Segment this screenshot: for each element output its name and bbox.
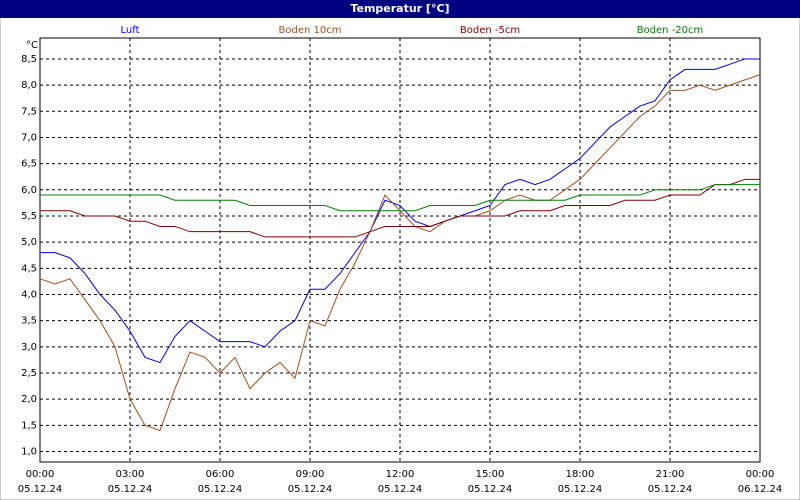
x-tick-date: 05.12.24 — [468, 484, 513, 495]
x-tick-date: 06.12.24 — [738, 484, 783, 495]
y-tick-label: 1,5 — [21, 420, 37, 431]
legend-entry: Boden -5cm — [460, 25, 520, 36]
x-tick-label: 06:00 — [206, 469, 235, 480]
y-tick-label: 3,0 — [21, 342, 37, 353]
y-tick-label: 1,0 — [21, 447, 37, 458]
y-tick-label: 8,5 — [21, 54, 37, 65]
x-tick-label: 12:00 — [386, 469, 415, 480]
x-tick-label: 09:00 — [296, 469, 325, 480]
x-tick-date: 05.12.24 — [558, 484, 603, 495]
x-tick-label: 03:00 — [116, 469, 145, 480]
y-tick-label: 2,5 — [21, 368, 37, 379]
x-tick-date: 05.12.24 — [288, 484, 333, 495]
y-tick-label: 3,5 — [21, 316, 37, 327]
y-tick-label: 5,0 — [21, 237, 37, 248]
x-tick-label: 00:00 — [746, 469, 775, 480]
x-tick-label: 15:00 — [476, 469, 505, 480]
y-tick-label: 6,0 — [21, 185, 37, 196]
x-tick-date: 05.12.24 — [198, 484, 243, 495]
y-axis-label: °C — [26, 40, 38, 51]
y-tick-label: 7,0 — [21, 132, 37, 143]
x-tick-date: 05.12.24 — [18, 484, 63, 495]
legend-entry: Luft — [121, 25, 140, 36]
series-line — [40, 58, 760, 364]
x-tick-label: 21:00 — [656, 469, 685, 480]
x-tick-date: 05.12.24 — [378, 484, 423, 495]
legend-entry: Boden 10cm — [279, 25, 342, 36]
chart-title: Temperatur [°C] — [350, 2, 449, 15]
series-line — [40, 178, 760, 238]
x-tick-label: 18:00 — [566, 469, 595, 480]
title-bar — [0, 0, 800, 18]
y-tick-label: 2,0 — [21, 394, 37, 405]
x-tick-date: 05.12.24 — [648, 484, 693, 495]
y-tick-label: 8,0 — [21, 80, 37, 91]
y-tick-label: 5,5 — [21, 211, 37, 222]
legend-entry: Boden -20cm — [637, 25, 704, 36]
series-line — [40, 184, 760, 212]
x-tick-date: 05.12.24 — [108, 484, 153, 495]
y-tick-label: 6,5 — [21, 159, 37, 170]
x-tick-label: 00:00 — [26, 469, 55, 480]
y-tick-label: 4,5 — [21, 263, 37, 274]
y-tick-label: 4,0 — [21, 289, 37, 300]
y-tick-label: 7,5 — [21, 106, 37, 117]
